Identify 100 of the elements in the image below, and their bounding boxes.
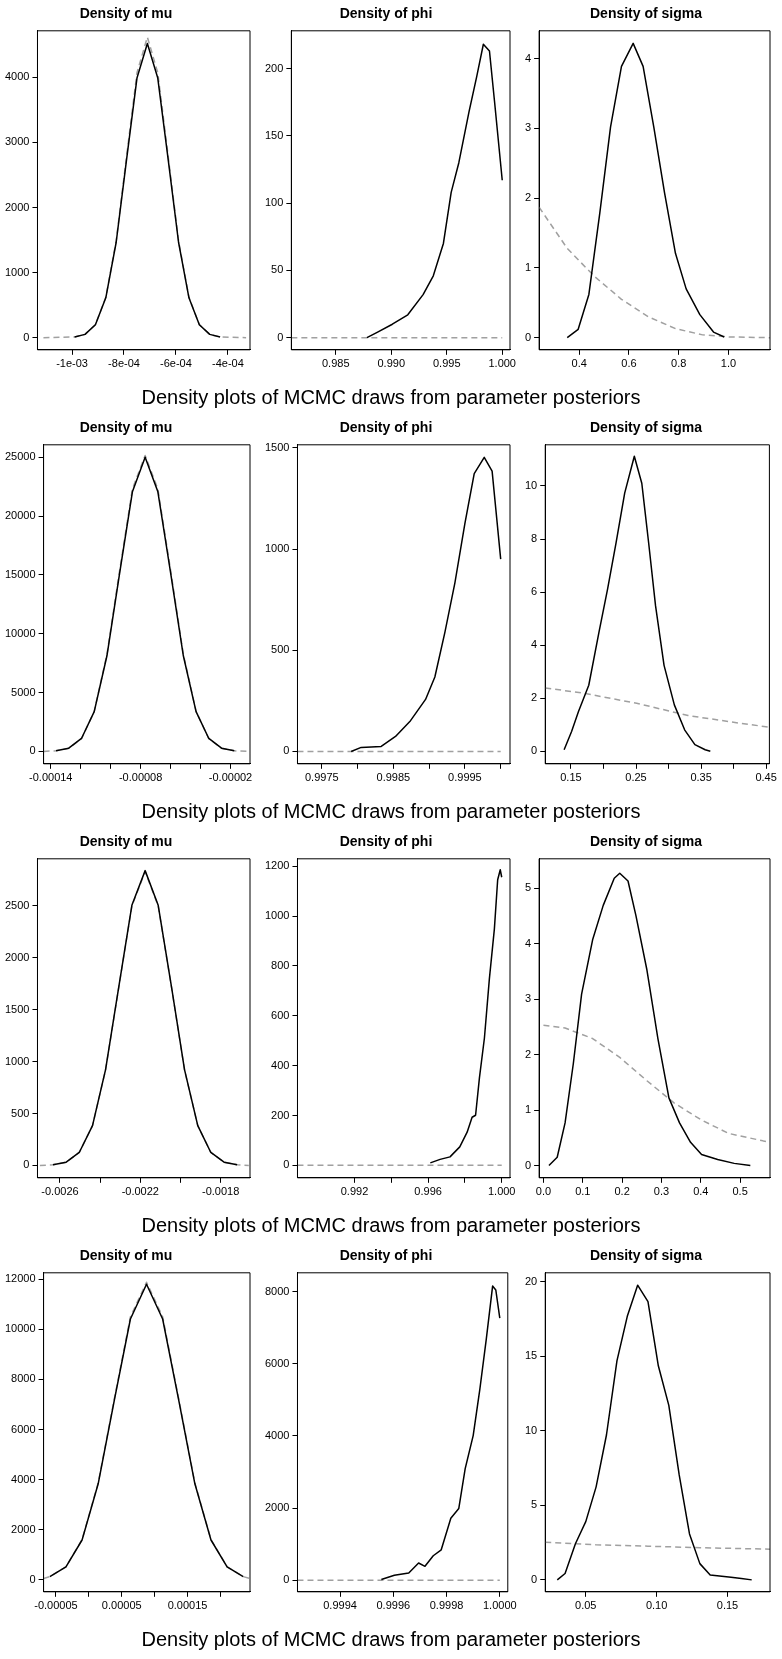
y-tick-label: 0 bbox=[524, 1158, 532, 1171]
chart-title: Density of mu bbox=[79, 419, 173, 436]
x-tick-label: 0.05 bbox=[575, 1599, 597, 1612]
y-tick-label: 6000 bbox=[264, 1356, 290, 1369]
y-tick-label: 3 bbox=[524, 992, 532, 1005]
y-tick-label: 0 bbox=[283, 1158, 290, 1171]
y-tick-label: 4000 bbox=[264, 1428, 290, 1441]
y-tick-label: 5 bbox=[524, 881, 532, 894]
y-tick-label: 0 bbox=[283, 744, 290, 757]
x-tick-label: 0.35 bbox=[690, 771, 712, 784]
x-tick-label: -0.00005 bbox=[34, 1599, 78, 1612]
line-series bbox=[42, 36, 247, 339]
x-tick-label: 0.5 bbox=[732, 1185, 748, 1198]
x-tick-label: -1e-03 bbox=[56, 357, 88, 370]
x-tick-label: 0.995 bbox=[432, 357, 461, 370]
y-tick-label: 8000 bbox=[11, 1372, 36, 1385]
y-tick-label: 1200 bbox=[264, 859, 290, 872]
chart-title: Density of phi bbox=[339, 419, 433, 436]
line-series bbox=[545, 687, 770, 728]
y-tick-label: 600 bbox=[271, 1008, 290, 1021]
y-tick-label: 0 bbox=[29, 1572, 36, 1585]
y-tick-label: 1 bbox=[524, 260, 532, 273]
y-tick-label: 2000 bbox=[11, 1522, 36, 1535]
y-tick-label: 0 bbox=[531, 1572, 538, 1585]
chart-title: Density of mu bbox=[79, 833, 173, 850]
chart-title: Density of phi bbox=[339, 5, 433, 22]
y-tick-label: 25000 bbox=[4, 450, 36, 463]
y-tick-label: 20000 bbox=[4, 509, 36, 522]
y-tick-label: 1000 bbox=[4, 265, 30, 278]
x-tick-label: -0.00008 bbox=[118, 771, 163, 784]
x-tick-label: 0.9994 bbox=[323, 1599, 357, 1612]
y-tick-label: 0 bbox=[277, 330, 284, 343]
y-tick-label: 4 bbox=[531, 638, 538, 651]
y-tick-label: 2000 bbox=[4, 200, 30, 213]
y-tick-label: 1000 bbox=[264, 909, 290, 922]
x-tick-label: 0.992 bbox=[340, 1185, 369, 1198]
chart-title: Density of phi bbox=[339, 1247, 433, 1264]
x-tick-label: 1.0000 bbox=[482, 1599, 517, 1612]
y-tick-label: 0 bbox=[531, 744, 538, 757]
x-tick-label: 1.000 bbox=[487, 1185, 516, 1198]
chart-title: Density of phi bbox=[339, 833, 433, 850]
x-tick-label: 0.00005 bbox=[101, 1599, 142, 1612]
x-tick-label: -0.0026 bbox=[41, 1185, 79, 1198]
y-tick-label: 3000 bbox=[4, 135, 30, 148]
x-tick-label: 0.0 bbox=[535, 1185, 552, 1198]
x-tick-label: 0.10 bbox=[645, 1599, 668, 1612]
y-tick-label: 500 bbox=[11, 1106, 30, 1119]
x-tick-label: 0.9975 bbox=[304, 771, 339, 784]
x-tick-label: 0.6 bbox=[621, 357, 637, 370]
y-tick-label: 5000 bbox=[11, 685, 36, 698]
x-tick-label: -4e-04 bbox=[212, 357, 244, 370]
x-tick-label: 0.985 bbox=[321, 357, 350, 370]
y-tick-label: 5 bbox=[531, 1498, 538, 1511]
y-tick-label: 50 bbox=[271, 263, 284, 276]
y-tick-label: 2000 bbox=[4, 950, 30, 963]
y-tick-label: 200 bbox=[271, 1108, 290, 1121]
y-tick-label: 0 bbox=[23, 1158, 30, 1171]
x-tick-label: 0.15 bbox=[560, 771, 582, 784]
y-tick-label: 1000 bbox=[264, 542, 290, 555]
x-tick-label: -0.00014 bbox=[29, 771, 73, 784]
y-tick-label: 12000 bbox=[4, 1272, 36, 1285]
y-tick-label: 2000 bbox=[264, 1501, 290, 1514]
y-tick-label: 1000 bbox=[4, 1054, 30, 1067]
x-tick-label: 0.9996 bbox=[376, 1599, 411, 1612]
y-tick-label: 150 bbox=[264, 128, 284, 141]
y-tick-label: 6000 bbox=[11, 1422, 36, 1435]
x-tick-label: 0.9995 bbox=[448, 771, 482, 784]
text: Density plots of MCMC draws from parameter posteriors bbox=[140, 385, 642, 410]
y-tick-label: 1500 bbox=[264, 440, 290, 453]
x-tick-label: 1.000 bbox=[488, 357, 516, 370]
line-series bbox=[545, 1541, 770, 1550]
y-tick-label: 15000 bbox=[4, 567, 36, 580]
y-tick-label: 10 bbox=[524, 478, 538, 491]
y-tick-label: 1 bbox=[524, 1103, 532, 1116]
x-tick-label: -0.0018 bbox=[202, 1185, 240, 1198]
chart-title: Density of sigma bbox=[589, 5, 703, 22]
y-tick-label: 3 bbox=[524, 121, 532, 134]
y-tick-label: 8 bbox=[531, 532, 538, 545]
x-tick-label: 0.2 bbox=[614, 1185, 630, 1198]
y-tick-label: 20 bbox=[524, 1274, 538, 1287]
y-tick-label: 10000 bbox=[4, 1322, 36, 1335]
y-tick-label: 10000 bbox=[4, 626, 36, 639]
y-tick-label: 800 bbox=[271, 959, 290, 971]
x-tick-label: 0.3 bbox=[653, 1185, 670, 1198]
y-tick-label: 2500 bbox=[4, 898, 30, 911]
y-tick-label: 100 bbox=[264, 196, 284, 209]
y-tick-label: 400 bbox=[271, 1058, 290, 1071]
y-tick-label: 4000 bbox=[11, 1472, 36, 1485]
y-tick-label: 0 bbox=[29, 744, 36, 757]
x-tick-label: 0.9985 bbox=[376, 771, 411, 784]
x-tick-label: 0.9998 bbox=[429, 1599, 464, 1612]
text: Density plots of MCMC draws from parameter posteriors bbox=[140, 799, 642, 824]
x-tick-label: -6e-04 bbox=[160, 357, 192, 370]
x-tick-label: 0.25 bbox=[625, 771, 647, 784]
text: Density plots of MCMC draws from parameter posteriors bbox=[140, 1213, 642, 1238]
x-tick-label: 0.8 bbox=[671, 357, 687, 370]
y-tick-label: 0 bbox=[23, 330, 30, 343]
y-tick-label: 8000 bbox=[264, 1284, 290, 1297]
x-tick-label: 0.00015 bbox=[167, 1599, 208, 1612]
y-tick-label: 0 bbox=[524, 330, 532, 343]
